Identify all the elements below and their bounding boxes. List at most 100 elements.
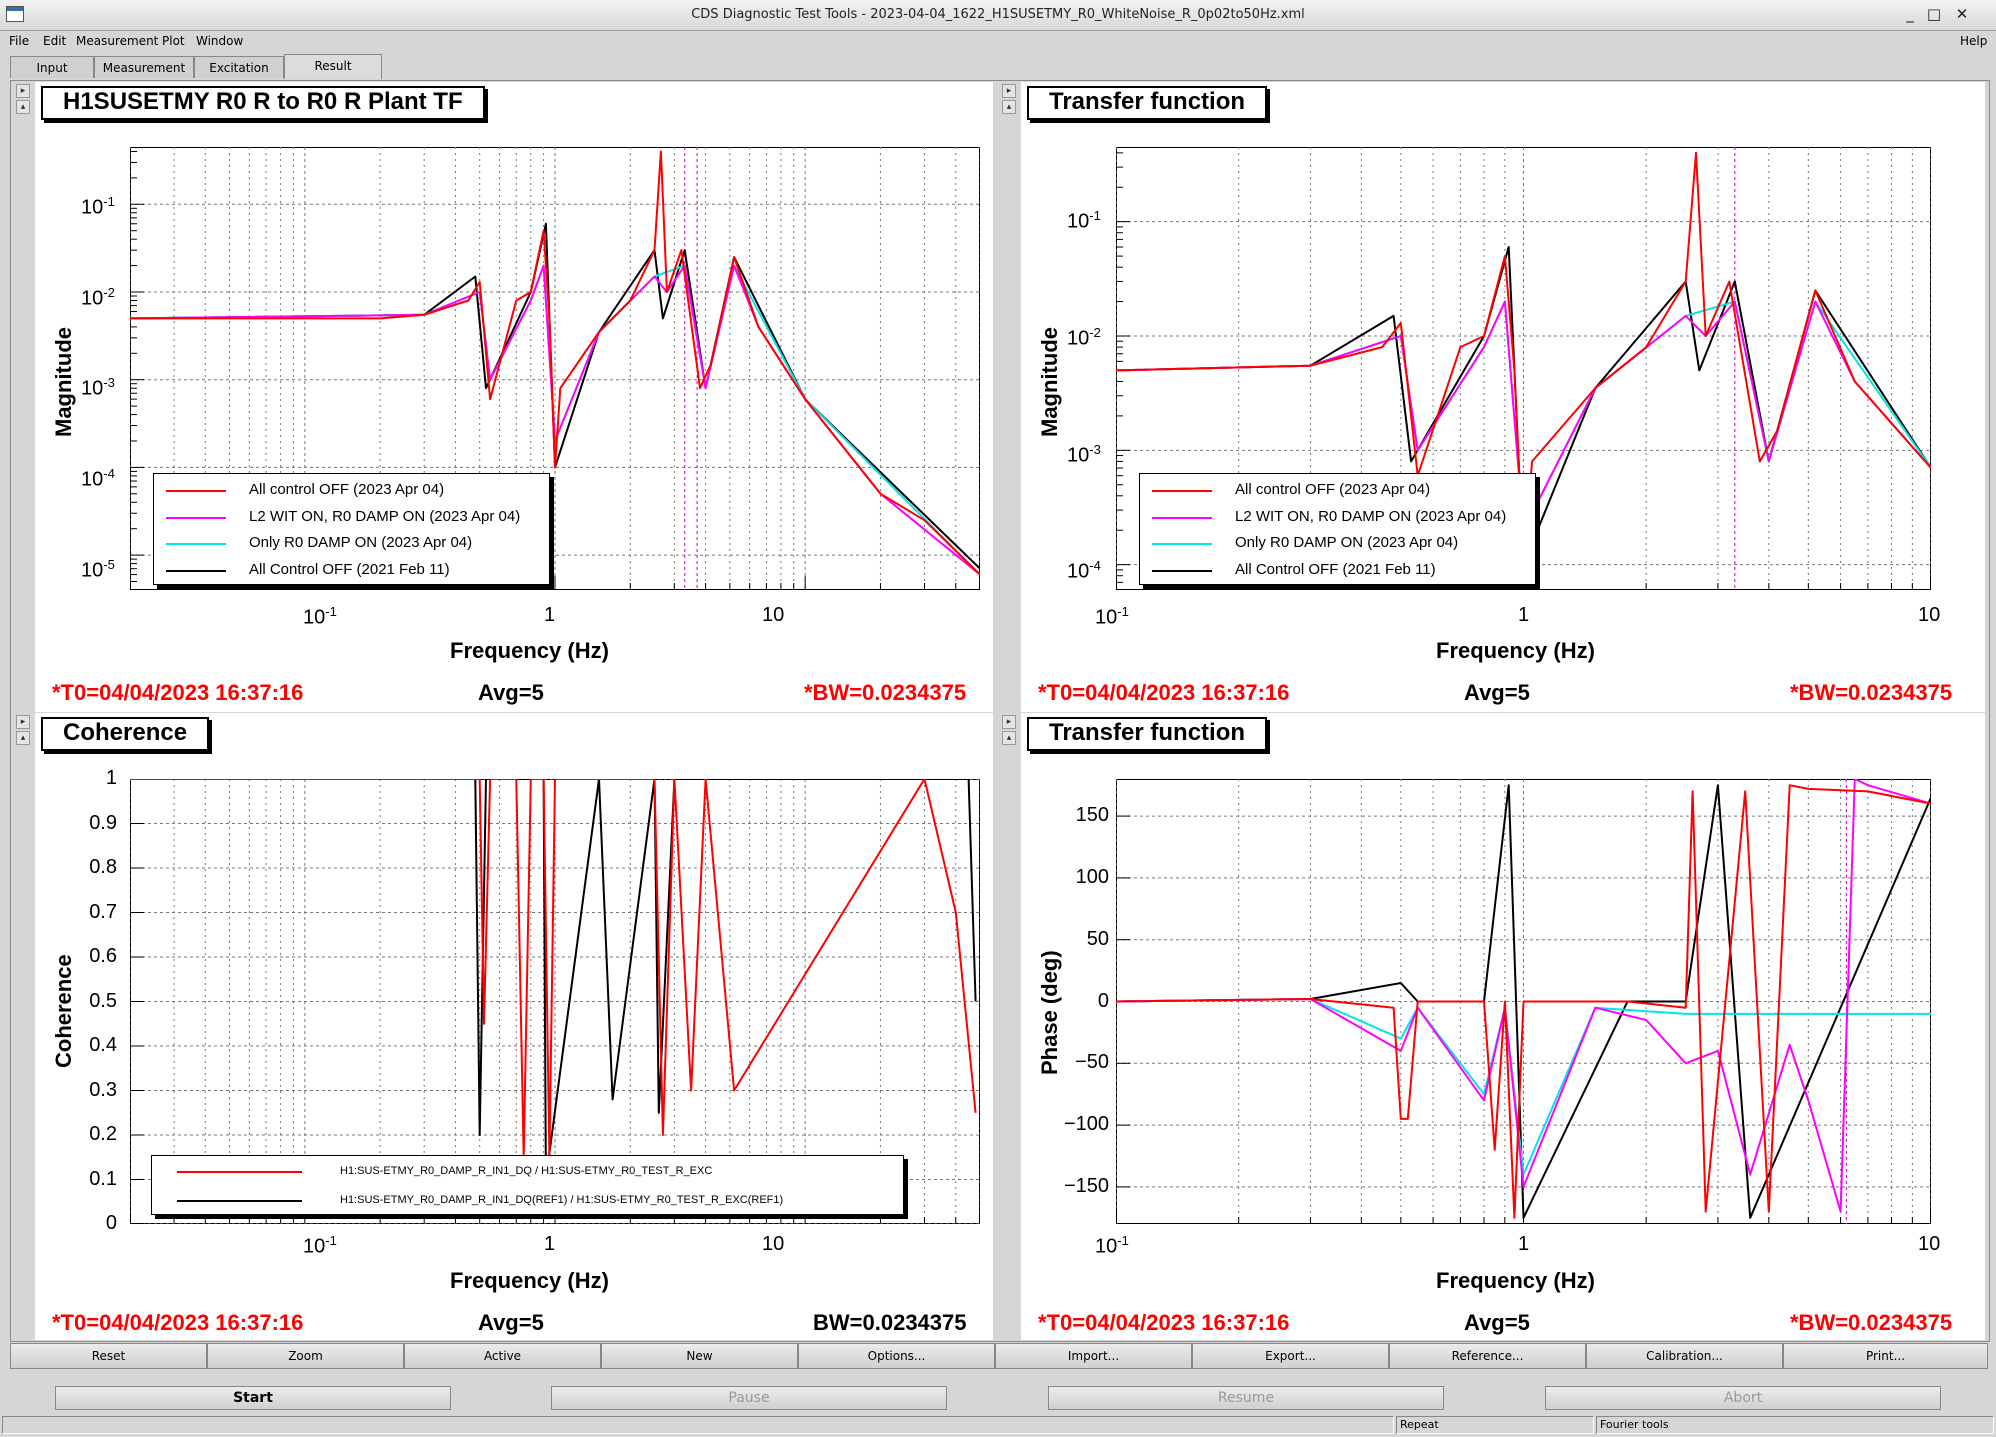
status-fourier: Fourier tools: [1596, 1416, 1994, 1434]
legend-swatch: [166, 517, 226, 519]
avg-label: Avg=5: [1464, 1310, 1530, 1335]
legend[interactable]: All control OFF (2023 Apr 04) L2 WIT ON,…: [1139, 473, 1536, 585]
legend-entry: Only R0 DAMP ON (2023 Apr 04): [1140, 533, 1535, 555]
series-line-1: [1116, 779, 1931, 1213]
y-tick: 0: [105, 1212, 117, 1234]
legend-text: Only R0 DAMP ON (2023 Apr 04): [1235, 534, 1459, 551]
app-window-icon[interactable]: [6, 6, 24, 22]
coherence-plot[interactable]: [130, 779, 980, 1224]
y-axis-label: Magnitude: [1037, 327, 1062, 437]
pad-bottom-right[interactable]: Transfer function Phase (deg) 150 100 50 0 −…: [1021, 713, 1985, 1340]
reset-button[interactable]: Reset: [10, 1343, 207, 1369]
legend-text: All Control OFF (2021 Feb 11): [249, 561, 450, 578]
y-axis-label: Coherence: [51, 954, 76, 1068]
y-tick: −50: [1075, 1051, 1109, 1074]
y-tick: 10-5: [81, 557, 115, 582]
legend-entry: L2 WIT ON, R0 DAMP ON (2023 Apr 04): [154, 507, 549, 529]
pad-top-left[interactable]: H1SUSETMY R0 R to R0 R Plant TF Magnitud…: [35, 82, 993, 712]
x-tick: 1: [1518, 1233, 1530, 1255]
magnitude-plot[interactable]: [1116, 147, 1931, 590]
pad-title: Transfer function: [1027, 717, 1268, 751]
tab-excitation[interactable]: Excitation: [194, 56, 284, 78]
menu-file[interactable]: File: [9, 34, 30, 48]
pad-tl-collapse-icon[interactable]: ▴: [16, 100, 30, 114]
bw-label: *BW=0.0234375: [804, 680, 967, 705]
series-line-0: [130, 150, 980, 576]
legend-swatch: [166, 490, 226, 492]
legend-swatch: [1152, 517, 1212, 519]
x-tick: 10-1: [303, 604, 337, 629]
minimize-button[interactable]: _: [1906, 5, 1914, 23]
legend-text: H1:SUS-ETMY_R0_DAMP_R_IN1_DQ(REF1) / H1:…: [340, 1194, 784, 1206]
abort-button[interactable]: Abort: [1545, 1386, 1941, 1410]
y-axis-label: Magnitude: [51, 327, 76, 437]
options-button[interactable]: Options...: [798, 1343, 995, 1369]
y-tick: 0.7: [89, 900, 117, 923]
y-tick: 10-4: [1067, 558, 1101, 583]
pad-bottom-left[interactable]: Coherence Coherence 1 0.9 0.8 0.7 0.6 0.5 0.4 0…: [35, 713, 993, 1340]
pad-top-right[interactable]: Transfer function Magnitude 10-1 10-2 10…: [1021, 82, 1985, 712]
x-tick: 10-1: [303, 1233, 337, 1258]
y-tick: 0.6: [89, 945, 117, 967]
x-tick: 1: [1518, 604, 1530, 626]
close-button[interactable]: ✕: [1955, 5, 1969, 23]
x-tick: 10: [762, 604, 785, 626]
series-line-0: [130, 779, 977, 1159]
pad-tr-arrows: ▸ ▴: [1002, 84, 1016, 116]
pad-tr-expand-icon[interactable]: ▸: [1002, 84, 1016, 98]
x-tick: 10-1: [1095, 604, 1129, 629]
legend-text: Only R0 DAMP ON (2023 Apr 04): [249, 534, 473, 551]
pad-tl-expand-icon[interactable]: ▸: [16, 84, 30, 98]
legend-swatch: [166, 570, 226, 572]
x-tick: 10-1: [1095, 1233, 1129, 1258]
pad-bl-collapse-icon[interactable]: ▴: [16, 731, 30, 745]
tab-result[interactable]: Result: [284, 54, 382, 79]
magnitude-plot[interactable]: [130, 147, 980, 590]
maximize-button[interactable]: □: [1926, 5, 1942, 23]
resume-button[interactable]: Resume: [1048, 1386, 1444, 1410]
pad-title: H1SUSETMY R0 R to R0 R Plant TF: [41, 86, 485, 120]
y-tick: 10-2: [81, 285, 115, 310]
pad-br-expand-icon[interactable]: ▸: [1002, 715, 1016, 729]
x-axis-label: Frequency (Hz): [450, 638, 609, 663]
menu-window[interactable]: Window: [196, 34, 244, 48]
status-repeat: Repeat: [1396, 1416, 1594, 1434]
menu-plot[interactable]: Plot: [162, 34, 185, 48]
pad-tr-collapse-icon[interactable]: ▴: [1002, 100, 1016, 114]
tab-input[interactable]: Input: [10, 56, 94, 78]
new-button[interactable]: New: [601, 1343, 798, 1369]
pad-bl-expand-icon[interactable]: ▸: [16, 715, 30, 729]
zoom-button[interactable]: Zoom: [207, 1343, 404, 1369]
legend[interactable]: All control OFF (2023 Apr 04) L2 WIT ON,…: [153, 473, 550, 585]
calibration-button[interactable]: Calibration...: [1586, 1343, 1783, 1369]
y-tick: 0.5: [89, 989, 117, 1012]
reference-button[interactable]: Reference...: [1389, 1343, 1586, 1369]
menu-measurement[interactable]: Measurement: [76, 34, 159, 48]
print-button[interactable]: Print...: [1783, 1343, 1988, 1369]
y-tick: 10-1: [1067, 208, 1101, 233]
legend-swatch: [166, 543, 226, 545]
legend-entry: All control OFF (2023 Apr 04): [154, 480, 549, 502]
phase-plot[interactable]: [1116, 779, 1931, 1224]
legend-entry: Only R0 DAMP ON (2023 Apr 04): [154, 533, 549, 555]
menu-help[interactable]: Help: [1960, 34, 1988, 48]
tab-measurement[interactable]: Measurement: [94, 56, 194, 78]
pad-title: Coherence: [41, 717, 210, 751]
active-button[interactable]: Active: [404, 1343, 601, 1369]
legend-text: L2 WIT ON, R0 DAMP ON (2023 Apr 04): [249, 508, 521, 525]
export-button[interactable]: Export...: [1192, 1343, 1389, 1369]
pause-button[interactable]: Pause: [551, 1386, 947, 1410]
y-tick: 10-3: [1067, 442, 1101, 467]
menu-edit[interactable]: Edit: [43, 34, 67, 48]
pad-br-collapse-icon[interactable]: ▴: [1002, 731, 1016, 745]
legend-text: All Control OFF (2021 Feb 11): [1235, 561, 1436, 578]
legend[interactable]: H1:SUS-ETMY_R0_DAMP_R_IN1_DQ / H1:SUS-ET…: [151, 1155, 904, 1215]
y-tick: 150: [1075, 804, 1109, 827]
start-button[interactable]: Start: [55, 1386, 451, 1410]
bw-label: *BW=0.0234375: [1790, 680, 1953, 705]
legend-entry: All Control OFF (2021 Feb 11): [154, 560, 549, 582]
legend-swatch: [177, 1200, 302, 1202]
import-button[interactable]: Import...: [995, 1343, 1192, 1369]
y-tick: 10-2: [1067, 325, 1101, 350]
x-axis-label: Frequency (Hz): [1436, 638, 1595, 663]
